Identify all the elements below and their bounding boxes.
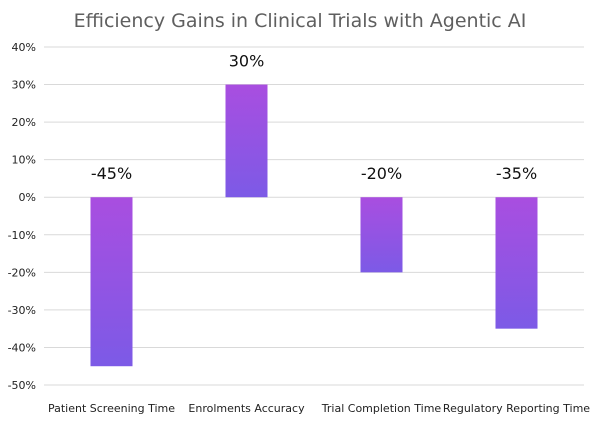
- gridlines: [44, 46, 584, 386]
- data-label: -35%: [496, 164, 537, 183]
- y-tick-label: 10%: [12, 154, 36, 167]
- x-tick-label: Enrolments Accuracy: [188, 402, 305, 415]
- y-tick-label: -20%: [8, 266, 36, 279]
- y-tick-label: -40%: [8, 341, 36, 354]
- y-tick-label: -10%: [8, 229, 36, 242]
- bar: [90, 197, 133, 367]
- y-tick-label: -50%: [8, 379, 36, 392]
- x-axis-ticks: Patient Screening Time Enrolments Accurac…: [48, 402, 590, 415]
- chart-title: Efficiency Gains in Clinical Trials with…: [74, 10, 527, 32]
- data-labels: -45% 30% -20% -35%: [91, 52, 537, 184]
- y-axis-ticks: 40% 30% 20% 10% 0% -10% -20% -30% -40% -50%: [8, 41, 36, 392]
- y-tick-label: 20%: [12, 116, 36, 129]
- data-label: -45%: [91, 164, 132, 183]
- bar: [495, 197, 538, 329]
- bar: [360, 197, 403, 273]
- bars: [90, 84, 538, 367]
- data-label: 30%: [229, 52, 265, 71]
- x-tick-label: Regulatory Reporting Time: [443, 402, 590, 415]
- x-tick-label: Patient Screening Time: [48, 402, 175, 415]
- x-tick-label: Trial Completion Time: [321, 402, 442, 415]
- y-tick-label: 30%: [12, 79, 36, 92]
- y-tick-label: 0%: [19, 191, 36, 204]
- y-tick-label: -30%: [8, 304, 36, 317]
- data-label: -20%: [361, 164, 402, 183]
- bar: [225, 84, 268, 198]
- y-tick-label: 40%: [12, 41, 36, 54]
